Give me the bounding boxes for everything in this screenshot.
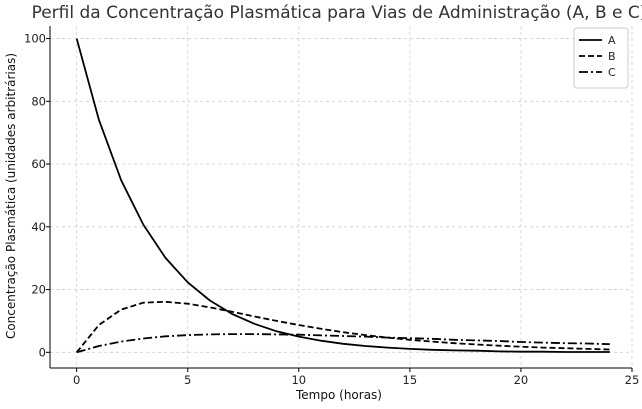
series-line-c bbox=[76, 333, 610, 354]
axes bbox=[49, 26, 632, 369]
x-tick-label: 0 bbox=[73, 373, 80, 387]
grid bbox=[50, 26, 633, 368]
y-tick-label: 0 bbox=[39, 345, 46, 359]
y-tick-label: 60 bbox=[31, 157, 46, 171]
legend: ABC bbox=[573, 27, 629, 89]
y-tick-label: 100 bbox=[24, 32, 46, 46]
x-tick-label: 10 bbox=[291, 373, 306, 387]
y-tick-label: 20 bbox=[31, 283, 46, 297]
x-tick-label: 5 bbox=[184, 373, 191, 387]
tick-labels: 0 5 10 15 20 25 0 20 40 60 80 100 bbox=[24, 32, 639, 387]
series-layer bbox=[75, 38, 610, 354]
legend-label-b: B bbox=[608, 50, 616, 63]
y-tick-label: 40 bbox=[31, 220, 46, 234]
x-tick-label: 25 bbox=[625, 373, 640, 387]
x-tick-label: 20 bbox=[514, 373, 529, 387]
y-tick-label: 80 bbox=[31, 94, 46, 108]
y-axis-label: Concentração Plasmática (unidades arbitr… bbox=[4, 53, 18, 339]
legend-label-a: A bbox=[608, 34, 616, 47]
x-tick-label: 15 bbox=[403, 373, 418, 387]
series-line-a bbox=[75, 38, 610, 353]
x-axis-label: Tempo (horas) bbox=[295, 388, 382, 402]
chart-title: Perfil da Concentração Plasmática para V… bbox=[32, 3, 642, 23]
legend-label-c: C bbox=[608, 66, 616, 79]
legend-box bbox=[573, 27, 629, 89]
series-line-b bbox=[76, 300, 610, 353]
